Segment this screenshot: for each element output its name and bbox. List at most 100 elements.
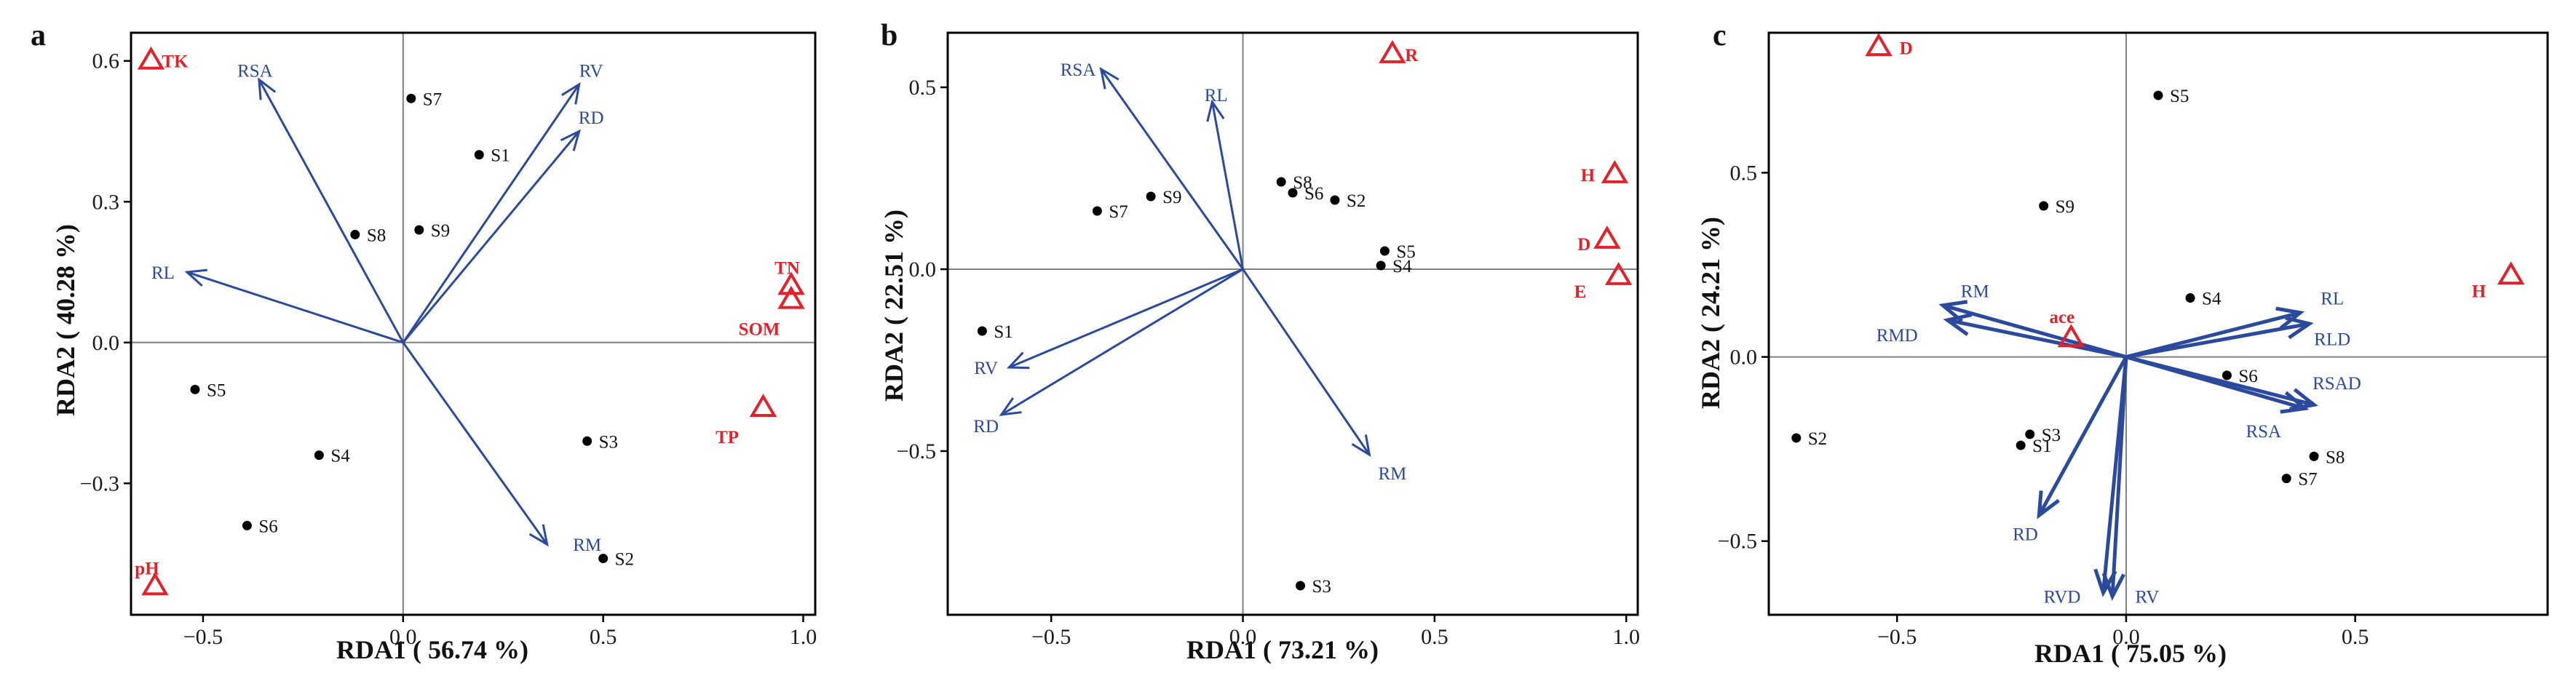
panel-b-point-label-s2: S2	[1347, 191, 1366, 211]
panel-b-xtick-label: 1.0	[1612, 625, 1640, 649]
panel-b-env-label-r: R	[1405, 46, 1419, 65]
panel-a-env-label-tp: TP	[716, 428, 739, 447]
panel-c-point-s3	[2025, 429, 2035, 439]
panel-a-ytick-label: −0.3	[80, 471, 119, 495]
panel-b-arrowhead-rsa	[1099, 66, 1119, 89]
panel-c-point-s6	[2222, 370, 2232, 381]
panel-b-point-s6	[1288, 188, 1298, 198]
panel-a-point-label-s6: S6	[258, 517, 277, 536]
panel-c-env-h	[2497, 261, 2525, 285]
panel-a-frame	[130, 31, 817, 616]
panel-c-arrow-label-rsad: RSAD	[2313, 374, 2361, 394]
panel-a: a RDA1 ( 56.74 %) RDA2 ( 40.28 %) −0.5 0.…	[31, 19, 817, 664]
panel-a-arrow-rsa	[258, 79, 405, 343]
panel-c-point-s7	[2281, 474, 2291, 484]
panel-c-arrow-rmd	[1946, 318, 2127, 359]
panel-c-arrow-label-rsa: RSA	[2246, 422, 2281, 442]
panel-a-point-label-s5: S5	[207, 381, 226, 400]
panel-c-point-s4	[2185, 293, 2195, 303]
panel-c-arrow-label-rld: RLD	[2314, 330, 2350, 349]
panel-b-point-s1	[977, 326, 987, 336]
panel-b-letter: b	[881, 19, 897, 52]
panel-a-arrow-rl	[186, 271, 404, 344]
panel-c-point-label-s2: S2	[1808, 429, 1827, 449]
panel-b-arrowhead-rd	[999, 397, 1022, 416]
panel-a-point-s3	[582, 436, 593, 446]
panel-a-ytick-label: 0.6	[92, 49, 120, 73]
panel-b-point-label-s4: S4	[1392, 257, 1412, 276]
panel-c-arrow-label-rd: RD	[2013, 525, 2038, 545]
panel-c-xtick-label: 0.0	[2112, 625, 2140, 649]
panel-c-point-label-s5: S5	[2170, 87, 2189, 106]
panel-c-point-label-s3: S3	[2042, 426, 2061, 445]
panel-c-arrow-rv	[2110, 357, 2128, 597]
panel-c-point-label-s1: S1	[2032, 437, 2051, 456]
panel-c-arrowhead-rl	[2275, 306, 2305, 330]
panel-b-xtick-label: 0.5	[1421, 625, 1448, 649]
panel-c-frame	[1767, 31, 2549, 616]
panel-b-ytick-label: 0.5	[909, 76, 937, 100]
panel-c-env-d	[1865, 33, 1893, 57]
panel-c-point-label-s6: S6	[2238, 367, 2257, 386]
panel-b-env-e	[1604, 262, 1633, 285]
panel-c-point-s2	[1791, 433, 1802, 443]
panel-a-xtick-label: 0.0	[389, 625, 417, 649]
panel-c-point-label-s7: S7	[2298, 470, 2317, 490]
panel-b-env-label-e: E	[1574, 282, 1587, 302]
panel-b-xtick-label: −0.5	[1031, 625, 1071, 649]
panel-a-env-tn	[777, 271, 805, 295]
panel-a-env-tp	[749, 394, 777, 418]
panel-a-ylabel: RDA2 ( 40.28 %)	[51, 224, 80, 416]
panel-b-arrow-rsa	[1100, 68, 1244, 270]
panel-a-arrowhead-rv	[561, 81, 581, 105]
panel-b-arrow-rm	[1242, 268, 1371, 455]
panel-b-env-label-d: D	[1577, 235, 1590, 255]
panel-c-arrowhead-rmd	[1943, 313, 1973, 336]
panel-a-xlabel: RDA1 ( 56.74 %)	[336, 635, 528, 664]
panel-c-arrow-rld	[2125, 322, 2310, 359]
panel-b-arrow-label-rsa: RSA	[1061, 60, 1096, 80]
panel-b-point-s4	[1376, 260, 1386, 271]
panel-c-arrow-label-rl: RL	[2321, 290, 2344, 309]
panel-b-arrow-label-rd: RD	[973, 417, 999, 437]
panel-c-ytick-label: 0.5	[1730, 161, 1758, 185]
panel-c-point-label-s4: S4	[2202, 290, 2222, 309]
panel-c-arrow-label-rvd: RVD	[2044, 588, 2081, 608]
panel-a-env-label-tn: TN	[774, 259, 800, 279]
panel-a-point-label-s4: S4	[330, 447, 350, 466]
panel-b-arrow-label-rl: RL	[1205, 86, 1228, 105]
panel-a-xtick-label: −0.5	[183, 625, 223, 649]
panel-b-point-label-s9: S9	[1162, 188, 1181, 207]
panel-a-env-label-ph: pH	[135, 559, 159, 578]
panel-a-xtick-label: 1.0	[790, 625, 817, 649]
panel-c-env-label-d: D	[1900, 39, 1913, 58]
panel-a-arrowhead-rsa	[258, 77, 277, 100]
panel-a-point-s1	[474, 150, 484, 160]
panel-c-xtick-label: 0.5	[2342, 625, 2369, 649]
panel-c-arrow-label-rmd: RMD	[1876, 326, 1918, 346]
panel-a-point-label-s7: S7	[423, 89, 442, 109]
panel-a-point-label-s3: S3	[599, 432, 618, 452]
panel-a-point-s7	[406, 93, 416, 103]
panel-b-env-h	[1601, 160, 1629, 183]
panel-b-point-s5	[1379, 246, 1390, 256]
panel-b-point-s9	[1146, 191, 1156, 202]
panel-a-ytick-label: 0.0	[92, 331, 120, 355]
panel-b-ytick-label: −0.5	[897, 439, 936, 463]
panel-a-arrowhead-rm	[528, 524, 549, 547]
panel-a-arrow-rv	[402, 84, 580, 343]
panel-a-arrow-label-rl: RL	[151, 263, 175, 283]
panel-a-point-s9	[414, 225, 424, 235]
panel-c-point-label-s8: S8	[2326, 447, 2345, 467]
panel-b-xlabel: RDA1 ( 73.21 %)	[1186, 635, 1379, 664]
panel-a-point-label-s2: S2	[615, 550, 634, 570]
panel-a-point-s2	[598, 554, 609, 564]
panel-a-ytick-label: 0.3	[92, 190, 120, 214]
panel-b-frame	[946, 31, 1639, 616]
panel-b: b RDA1 ( 73.21 %) RDA2 ( 22.51 %) −0.5 0.…	[879, 19, 1640, 664]
panel-a-env-label-tk: TK	[162, 52, 189, 72]
panel-b-arrow-rv	[1008, 268, 1244, 369]
panel-a-point-s5	[190, 384, 200, 394]
panel-c-ytick-label: 0.0	[1730, 346, 1758, 370]
